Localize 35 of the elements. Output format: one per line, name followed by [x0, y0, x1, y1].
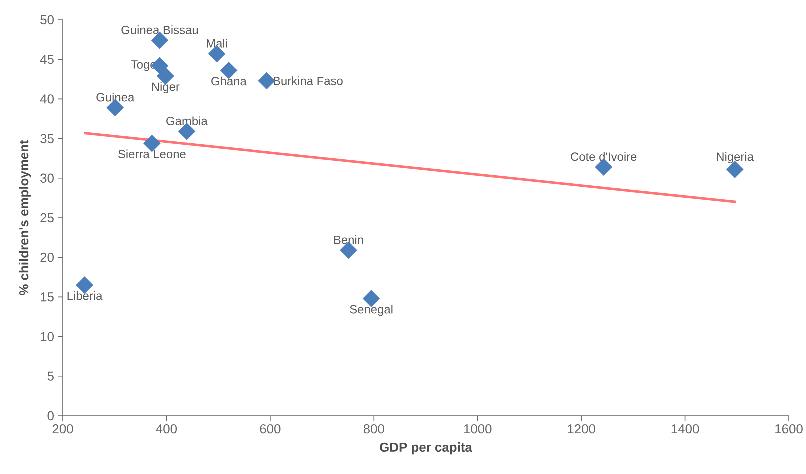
annotation: Senegal: [350, 304, 393, 316]
x-tick-label: 1000: [464, 424, 492, 434]
annotation: Sierra Leone: [118, 150, 186, 158]
annotation: Niger: [152, 82, 180, 94]
y-tick-label: 0: [48, 411, 54, 421]
x-tick-label: 1400: [672, 424, 700, 434]
y-tick-label: 5: [48, 372, 54, 381]
annotation: Cote d'Ivoire: [571, 152, 637, 162]
annotation: Guinea: [96, 92, 135, 102]
y-tick-label: 10: [41, 332, 54, 342]
annotation: Gambia: [166, 116, 208, 126]
x-tick-label: 1600: [776, 424, 803, 434]
y-tick-label: 20: [40, 253, 54, 262]
y-tick-label: 30: [40, 174, 54, 183]
y-tick-label: 25: [40, 213, 54, 223]
annotation: Nigeria: [717, 152, 754, 164]
annotation: Mali: [207, 39, 228, 48]
annotation: Guinea Bissau: [122, 26, 198, 34]
annotation: Liberia: [68, 292, 103, 300]
x-axis-title: GDP per capita: [380, 442, 472, 455]
x-tick-label: 400: [156, 424, 178, 434]
y-tick-label: 45: [40, 55, 54, 64]
x-tick-label: 200: [52, 424, 74, 434]
y-axis-title: % children's employment: [19, 140, 32, 296]
x-tick-label: 1200: [568, 424, 596, 434]
x-tick-label: 800: [364, 424, 384, 434]
y-tick-label: 35: [40, 134, 54, 144]
y-tick-label: 50: [40, 15, 54, 25]
y-tick-label: 15: [41, 292, 54, 302]
point: [258, 72, 276, 90]
y-tick-label: 40: [40, 94, 54, 104]
x-tick-label: 600: [260, 424, 281, 434]
annotation: Ghana: [212, 76, 247, 86]
annotation: Burkina Faso: [274, 76, 343, 86]
annotation: Benin: [334, 236, 364, 244]
